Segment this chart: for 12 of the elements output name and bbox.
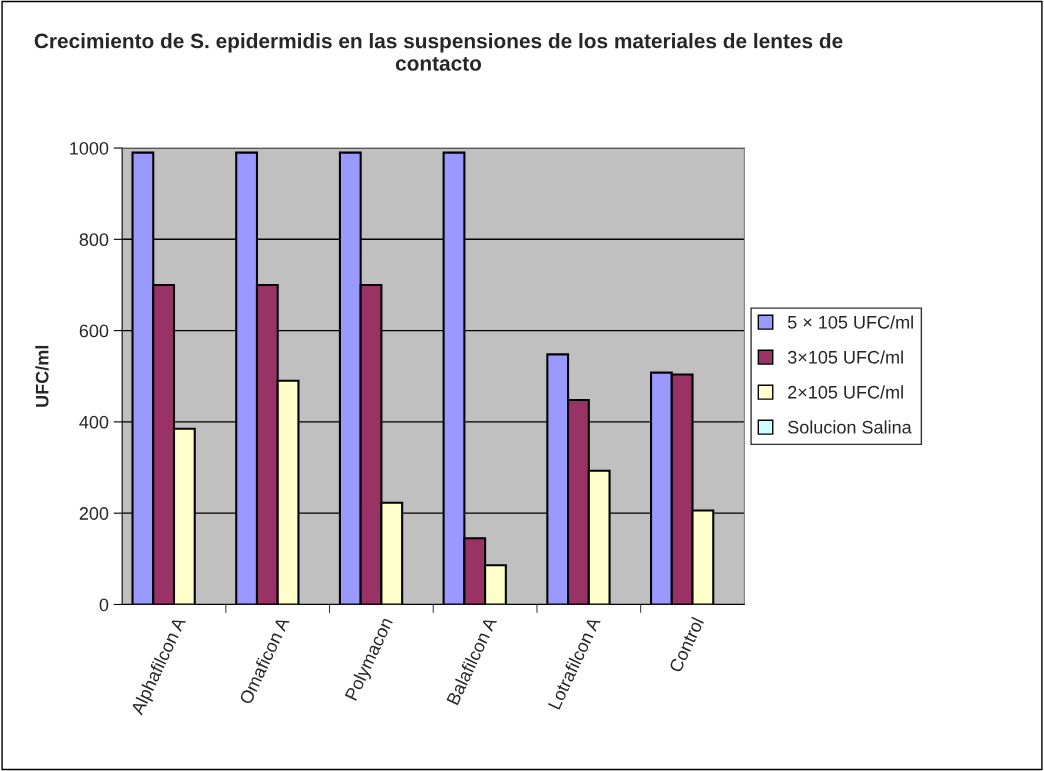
y-tick-label: 0 xyxy=(99,598,109,612)
y-tick-label: 600 xyxy=(79,324,109,338)
y-axis-title: UFC/ml xyxy=(35,345,49,407)
y-tick-label: 800 xyxy=(79,233,109,247)
y-tick-label: 400 xyxy=(79,415,109,429)
legend-label: 3×105 UFC/ml xyxy=(787,350,903,364)
chart-title: Crecimiento de S. epidermidis en las suspensiones de los materiales de lentes de contacto xyxy=(34,33,843,71)
y-tick-label: 1000 xyxy=(70,141,109,155)
legend-label: Solucion Salina xyxy=(788,420,912,434)
legend-label: 2×105 UFC/ml xyxy=(788,385,903,399)
legend-label: 5 × 105 UFC/ml xyxy=(787,315,913,329)
y-tick-label: 200 xyxy=(79,507,109,520)
